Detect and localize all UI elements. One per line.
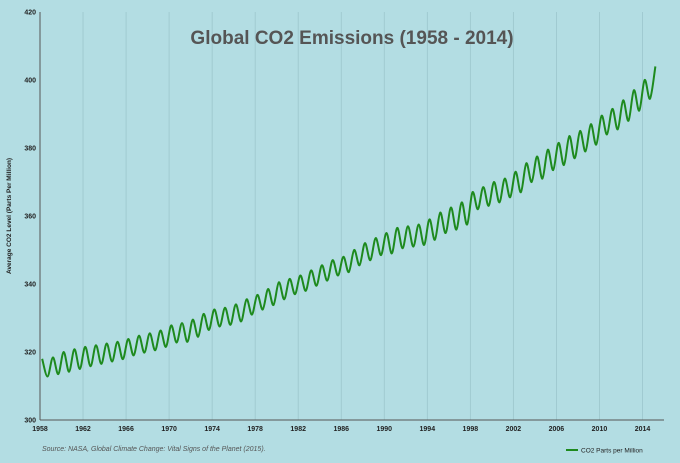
y-tick-340: 340 — [24, 282, 36, 289]
legend: CO2 Parts per Million — [566, 448, 643, 455]
x-tick-1990: 1990 — [376, 426, 392, 433]
legend-label: CO2 Parts per Million — [581, 448, 643, 455]
y-axis-label: Average CO2 Level (Parts Per Million) — [6, 158, 13, 274]
x-tick-1994: 1994 — [420, 426, 436, 433]
x-tick-1978: 1978 — [247, 426, 263, 433]
plot-area — [40, 12, 664, 420]
x-tick-1962: 1962 — [75, 426, 91, 433]
x-tick-1974: 1974 — [204, 426, 220, 433]
x-tick-labels: 1958 1962 1966 1970 1974 1978 1982 1986 1990 1994… — [32, 426, 650, 433]
y-tick-360: 360 — [24, 214, 36, 221]
y-tick-380: 380 — [24, 146, 36, 153]
y-tick-300: 300 — [24, 418, 36, 425]
series-group — [41, 66, 657, 378]
series-line-0 — [41, 66, 657, 378]
x-tick-2014: 2014 — [635, 426, 651, 433]
x-tick-1986: 1986 — [333, 426, 349, 433]
y-tick-320: 320 — [24, 350, 36, 357]
y-tick-420: 420 — [24, 10, 36, 17]
x-tick-1966: 1966 — [118, 426, 134, 433]
x-tick-2002: 2002 — [506, 426, 522, 433]
x-tick-1970: 1970 — [161, 426, 177, 433]
y-tick-labels: 300 320 340 360 380 400 420 — [24, 10, 36, 425]
x-tick-2006: 2006 — [549, 426, 565, 433]
x-tick-1958: 1958 — [32, 426, 48, 433]
x-tick-1998: 1998 — [463, 426, 479, 433]
y-tick-400: 400 — [24, 78, 36, 85]
x-tick-2010: 2010 — [592, 426, 608, 433]
grid — [82, 12, 643, 420]
source-note: Source: NASA, Global Climate Change: Vit… — [42, 446, 266, 453]
chart-title: Global CO2 Emissions (1958 - 2014) — [190, 28, 513, 49]
x-tick-1982: 1982 — [290, 426, 306, 433]
